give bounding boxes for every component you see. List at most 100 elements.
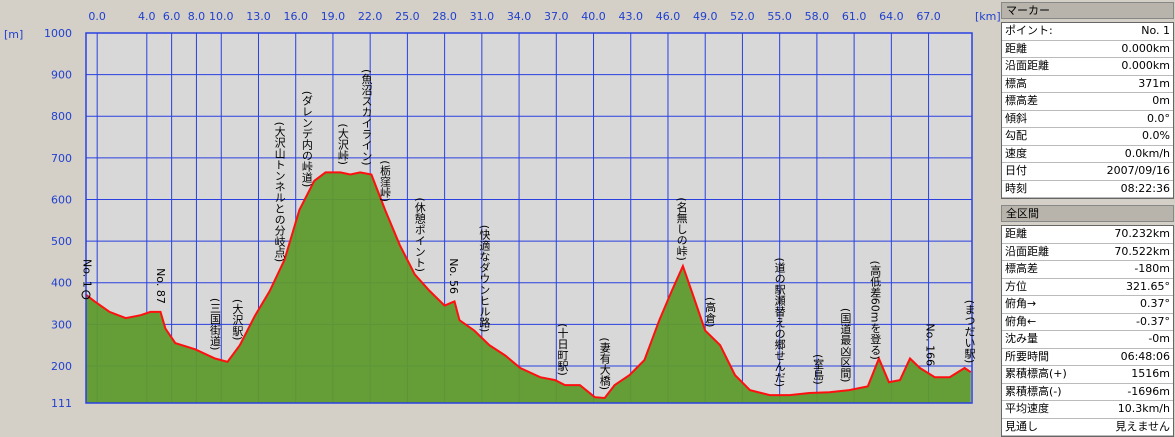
row-label: ポイント: <box>1005 24 1053 37</box>
annotation: (国道最凶区間) <box>839 308 852 383</box>
annotation: No. 1 <box>81 259 94 288</box>
row-label: 沿面距離 <box>1005 59 1049 72</box>
info-row: 速度 0.0km/h <box>1002 146 1173 163</box>
plot-border <box>85 32 973 404</box>
x-tick-label: 34.0 <box>507 10 532 23</box>
elevation-line <box>85 171 972 400</box>
annotation: (大沢駅) <box>231 299 244 341</box>
row-value: 0.000km <box>1121 41 1170 55</box>
y-tick-label: 200 <box>51 360 72 373</box>
chart: [m] [km] 1000 900 800 700 600 500 400 300 200 111… <box>4 10 1000 410</box>
row-label: 時刻 <box>1005 181 1027 195</box>
info-row: 距離 70.232km <box>1002 226 1173 244</box>
info-row: 沈み量 -0m <box>1002 331 1173 349</box>
row-label: 沈み量 <box>1005 332 1038 345</box>
info-row: 標高 371m <box>1002 76 1173 93</box>
info-row: 沿面距離 70.522km <box>1002 244 1173 261</box>
annotation: (休憩ポイント) <box>413 197 426 272</box>
annotation: (栃窪峠) <box>379 160 392 202</box>
x-tick-label: 37.0 <box>544 10 569 23</box>
plot-area <box>86 33 972 403</box>
row-value: 見えません <box>1115 419 1170 433</box>
row-value: 70.522km <box>1114 244 1170 258</box>
row-label: 累積標高(-) <box>1005 384 1062 398</box>
annotation: (道の駅瀬替えの郷せんだ) <box>773 257 786 387</box>
info-row: 見通し 見えません <box>1002 419 1173 436</box>
x-tick-label: 10.0 <box>209 10 234 23</box>
row-value: 10.3km/h <box>1117 402 1170 415</box>
info-row: 標高差 0m <box>1002 93 1173 111</box>
annotation: No. 87 <box>154 268 167 304</box>
x-tick-label: 0.0 <box>88 10 106 23</box>
row-value: -0.37° <box>1136 314 1170 328</box>
y-tick-label: 300 <box>51 318 72 331</box>
annotation: (快適なダウンヒル路) <box>478 225 491 333</box>
app: {"chart_data":{"type":"area","xlabel":"[… <box>4 0 1174 437</box>
row-label: 所要時間 <box>1005 349 1049 363</box>
annotation: (大沢峠) <box>336 123 349 165</box>
info-row: 標高差 -180m <box>1002 261 1173 279</box>
row-label: 累積標高(+) <box>1005 367 1067 380</box>
info-row: 俯角→ 0.37° <box>1002 296 1173 314</box>
row-value: 2007/09/16 <box>1106 164 1170 177</box>
info-row: 距離 0.000km <box>1002 41 1173 58</box>
row-label: 標高差 <box>1005 262 1038 275</box>
annotation: (まつだい駅) <box>963 300 976 364</box>
section-header: 全区間 <box>1001 205 1174 222</box>
x-tick-label: 4.0 <box>138 10 156 23</box>
x-tick-label: 55.0 <box>767 10 792 23</box>
row-label: 俯角→ <box>1005 297 1037 310</box>
row-label: 平均速度 <box>1005 402 1049 415</box>
x-tick-label: 52.0 <box>730 10 755 23</box>
info-row: 時刻 08:22:36 <box>1002 181 1173 198</box>
row-value: No. 1 <box>1141 24 1170 37</box>
row-label: 俯角← <box>1005 314 1037 328</box>
info-row: 傾斜 0.0° <box>1002 111 1173 128</box>
info-row: 勾配 0.0% <box>1002 128 1173 146</box>
x-tick-label: 64.0 <box>879 10 904 23</box>
elevation-area <box>86 172 971 403</box>
y-axis-label: [m] <box>4 28 23 41</box>
annotation: (大沢山トンネルとの分岐点) <box>273 122 286 263</box>
row-value: -1696m <box>1127 384 1170 398</box>
row-value: 06:48:06 <box>1120 349 1170 363</box>
x-tick-label: 19.0 <box>321 10 346 23</box>
y-tick-label: 800 <box>51 110 72 123</box>
y-tick-label: 1000 <box>44 27 72 40</box>
y-tick-label: 111 <box>51 397 72 410</box>
info-row: 所要時間 06:48:06 <box>1002 349 1173 366</box>
x-tick-label: 6.0 <box>163 10 181 23</box>
y-tick-label: 900 <box>51 69 72 82</box>
x-tick-label: 58.0 <box>805 10 830 23</box>
x-axis-label: [km] <box>975 10 1000 23</box>
annotation: No. 56 <box>447 258 460 294</box>
row-value: 1516m <box>1131 367 1170 380</box>
row-value: -180m <box>1134 262 1170 275</box>
row-value: 08:22:36 <box>1120 181 1170 195</box>
info-panel: マーカー ポイント: No. 1 距離 0.000km 沿面距離 0.000km 標高 371m… <box>1001 0 1174 437</box>
annotation: (魚沼スカイライン) <box>360 69 373 166</box>
y-tick-label: 400 <box>51 277 72 290</box>
info-row: 日付 2007/09/16 <box>1002 163 1173 181</box>
row-label: 沿面距離 <box>1005 244 1049 258</box>
annotation: (ダレンデ内の峠道) <box>300 91 313 188</box>
annotation: (室島) <box>812 354 825 385</box>
info-row: 俯角← -0.37° <box>1002 314 1173 331</box>
row-label: 標高差 <box>1005 94 1038 107</box>
row-value: 0.0km/h <box>1124 146 1170 160</box>
row-value: 70.232km <box>1114 227 1170 240</box>
row-label: 日付 <box>1005 164 1027 177</box>
x-tick-label: 46.0 <box>656 10 681 23</box>
row-value: 0m <box>1152 94 1170 107</box>
row-label: 速度 <box>1005 146 1027 160</box>
row-value: 0.37° <box>1140 297 1170 310</box>
row-label: 標高 <box>1005 76 1027 90</box>
row-label: 勾配 <box>1005 129 1027 142</box>
y-tick-label: 500 <box>51 235 72 248</box>
x-tick-label: 49.0 <box>693 10 718 23</box>
annotation: (名無しの峠) <box>675 197 688 261</box>
info-row: 沿面距離 0.000km <box>1002 58 1173 76</box>
x-tick-label: 31.0 <box>470 10 495 23</box>
annotation: (三国街道) <box>209 298 222 351</box>
marker-point <box>81 290 91 300</box>
